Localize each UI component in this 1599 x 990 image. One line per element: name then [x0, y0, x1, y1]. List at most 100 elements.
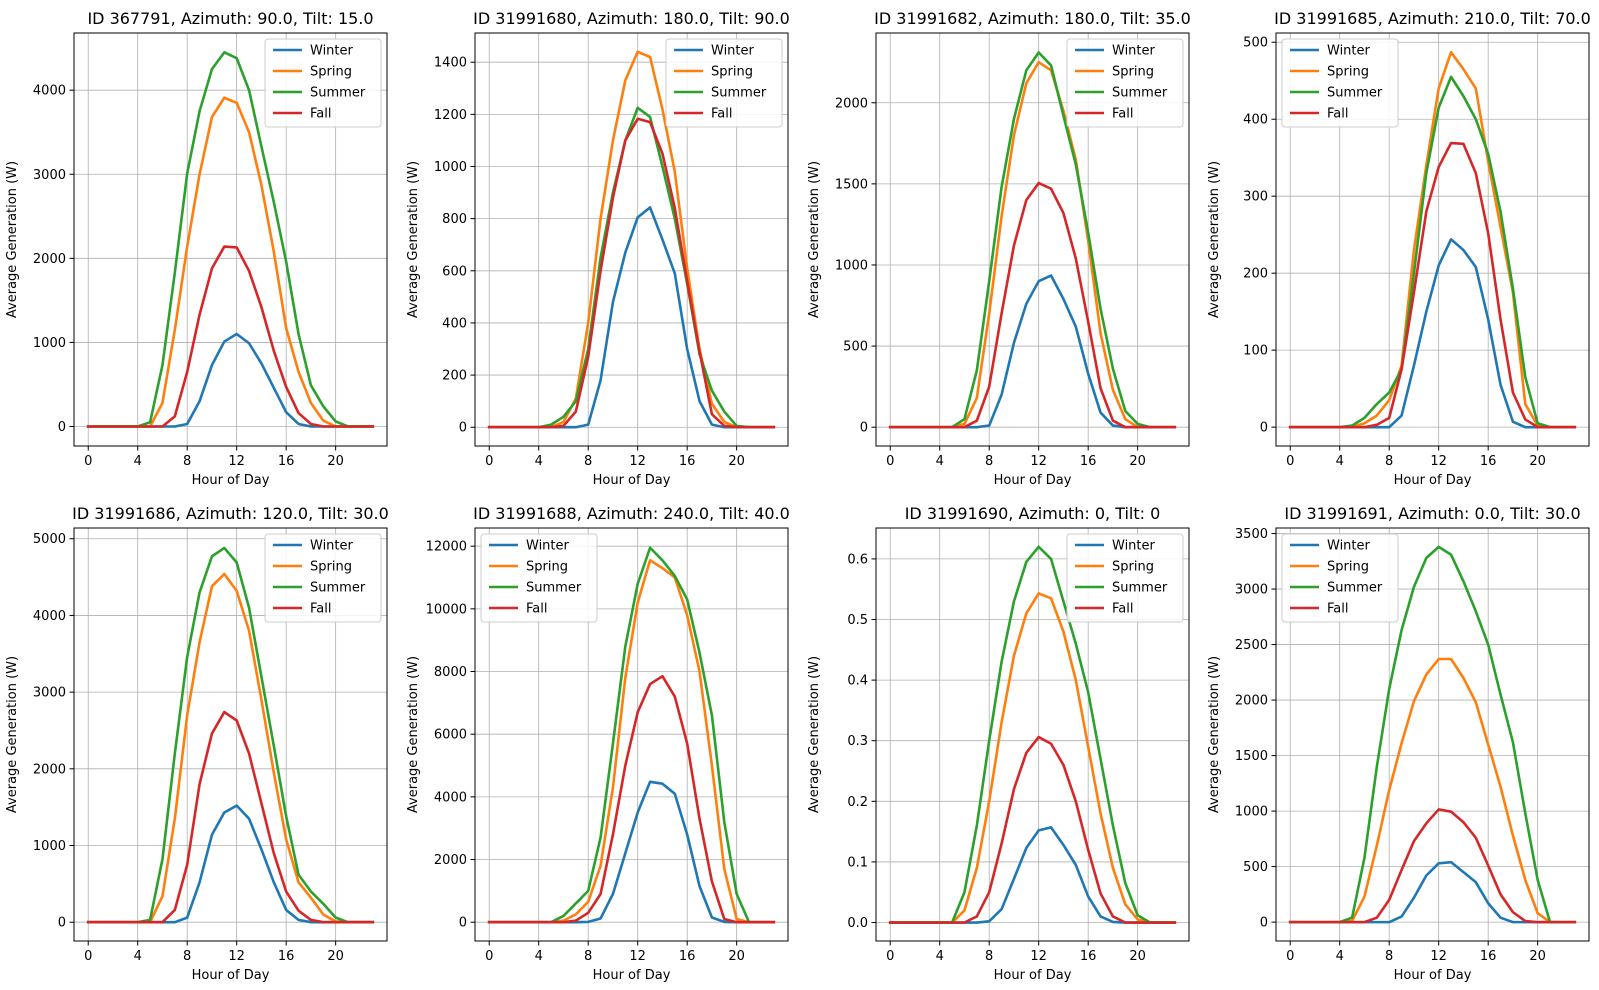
series-line-fall	[888, 181, 1177, 429]
y-tick-label: 2500	[1235, 638, 1268, 653]
legend-label-fall: Fall	[1327, 107, 1348, 122]
x-axis-label: Hour of Day	[192, 968, 270, 983]
y-tick-label: 1000	[835, 258, 868, 273]
legend-label-spring: Spring	[1112, 560, 1154, 575]
series-line-fall	[1288, 808, 1577, 924]
y-tick-label: 400	[442, 316, 467, 331]
plot-frame	[875, 32, 1190, 447]
y-axis-label: Average Generation (W)	[5, 161, 20, 318]
x-tick-label: 4	[936, 454, 944, 469]
y-tick-label: 1200	[434, 108, 467, 123]
legend-label-winter: Winter	[1112, 539, 1156, 554]
plot-frame	[875, 527, 1190, 942]
y-axis-label: Average Generation (W)	[807, 656, 822, 813]
y-tick-label: 600	[442, 264, 467, 279]
subplot-title: ID 367791, Azimuth: 90.0, Tilt: 15.0	[87, 9, 373, 28]
series-line-winter	[86, 804, 375, 924]
y-tick-label: 1500	[1235, 749, 1268, 764]
x-tick-label: 0	[485, 454, 493, 469]
y-tick-label: 0.4	[847, 674, 868, 689]
legend-label-winter: Winter	[711, 44, 755, 59]
series-line-spring	[1288, 657, 1577, 924]
series-lines	[1288, 50, 1577, 429]
legend-label-spring: Spring	[1112, 65, 1154, 80]
subplot-3: 0 4 8 12 16 20 0 500 1000 1500 2000 ID 31991682, Az…	[807, 9, 1191, 488]
y-tick-label: 2000	[33, 252, 66, 267]
subplot-title: ID 31991680, Azimuth: 180.0, Tilt: 90.0	[473, 9, 790, 28]
y-axis-label: Average Generation (W)	[1207, 161, 1222, 318]
grid	[876, 528, 1189, 941]
legend-label-fall: Fall	[1112, 602, 1133, 617]
y-tick-label: 0.5	[847, 613, 868, 628]
legend-label-fall: Fall	[310, 107, 331, 122]
y-tick-label: 1000	[1235, 805, 1268, 820]
legend-label-fall: Fall	[526, 602, 547, 617]
x-tick-label: 0	[84, 949, 92, 964]
legend-label-summer: Summer	[526, 581, 582, 596]
legend-box	[1281, 38, 1399, 128]
y-tick-label: 200	[442, 369, 467, 384]
x-tick-label: 8	[183, 454, 191, 469]
subplot-title: ID 31991682, Azimuth: 180.0, Tilt: 35.0	[874, 9, 1191, 28]
series-line-summer	[487, 106, 776, 429]
plot-frame	[474, 32, 789, 447]
series-line-winter	[888, 274, 1177, 429]
x-tick-label: 12	[1430, 949, 1447, 964]
legend-label-winter: Winter	[1327, 44, 1371, 59]
legend-label-spring: Spring	[711, 65, 753, 80]
series-lines	[487, 546, 776, 924]
y-axis-label: Average Generation (W)	[406, 161, 421, 318]
legend-label-summer: Summer	[310, 86, 366, 101]
y-axis-label: Average Generation (W)	[807, 161, 822, 318]
x-tick-label: 16	[278, 454, 295, 469]
series-lines	[487, 50, 776, 429]
x-tick-label: 20	[327, 454, 344, 469]
subplot-1: 0 4 8 12 16 20 0 1000 2000 3000 4000 ID 367791, Azi…	[5, 9, 388, 488]
y-axis-label: Average Generation (W)	[406, 656, 421, 813]
x-tick-label: 16	[1080, 454, 1097, 469]
series-line-winter	[487, 206, 776, 429]
y-tick-label: 0	[58, 420, 66, 435]
legend-label-spring: Spring	[310, 560, 352, 575]
x-tick-label: 4	[134, 454, 142, 469]
x-tick-label: 8	[584, 949, 592, 964]
plot-frame	[1275, 32, 1590, 447]
plot-frame	[73, 527, 388, 942]
x-axis-label: Hour of Day	[1394, 473, 1472, 488]
series-line-winter	[888, 826, 1177, 924]
legend-label-fall: Fall	[711, 107, 732, 122]
series-lines	[86, 546, 375, 924]
legend-label-winter: Winter	[310, 44, 354, 59]
x-tick-label: 4	[1336, 949, 1344, 964]
x-tick-label: 20	[327, 949, 344, 964]
y-tick-label: 0	[1260, 916, 1268, 931]
y-tick-label: 0	[459, 916, 467, 931]
y-tick-label: 10000	[426, 602, 467, 617]
y-tick-label: 0.0	[847, 916, 868, 931]
legend-label-fall: Fall	[1327, 602, 1348, 617]
x-tick-label: 8	[985, 454, 993, 469]
legend-label-summer: Summer	[1327, 581, 1383, 596]
legend-label-summer: Summer	[711, 86, 767, 101]
y-tick-label: 0.3	[847, 734, 868, 749]
legend-box	[1066, 38, 1184, 128]
x-tick-label: 20	[1129, 454, 1146, 469]
y-tick-label: 0	[860, 421, 868, 436]
legend-box	[264, 38, 382, 128]
y-tick-label: 400	[1243, 113, 1268, 128]
legend-label-fall: Fall	[310, 602, 331, 617]
x-tick-label: 12	[1030, 949, 1047, 964]
subplot-6: 0 4 8 12 16 20 0 2000 4000 6000 8000 10000 12000 ID 3…	[406, 504, 790, 983]
legend-label-spring: Spring	[526, 560, 568, 575]
legend-label-summer: Summer	[1112, 86, 1168, 101]
legend: Winter Spring Summer Fall	[1066, 533, 1184, 623]
legend-label-winter: Winter	[1112, 44, 1156, 59]
series-line-winter	[1288, 860, 1577, 924]
y-tick-label: 0	[58, 916, 66, 931]
x-tick-label: 8	[1385, 949, 1393, 964]
series-line-spring	[86, 96, 375, 428]
y-tick-label: 2000	[33, 762, 66, 777]
legend: Winter Spring Summer Fall	[1281, 533, 1399, 623]
x-tick-label: 20	[728, 949, 745, 964]
